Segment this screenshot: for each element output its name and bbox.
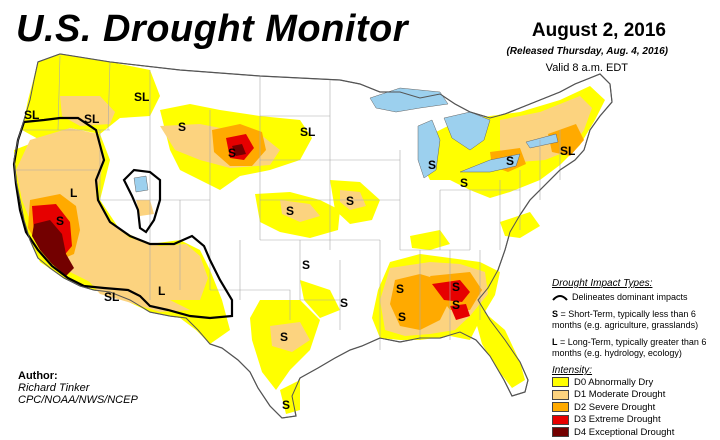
map-label: S <box>56 214 65 228</box>
intensity-label: D4 Exceptional Drought <box>574 426 675 438</box>
swatch-d0 <box>552 377 569 388</box>
long-term-entry: L = Long-Term, typically greater than 6 … <box>552 337 717 359</box>
intensity-label: D0 Abnormally Dry <box>574 376 654 388</box>
map-label: SL <box>24 108 40 122</box>
intensity-item: D2 Severe Drought <box>552 401 717 414</box>
map-label: S <box>452 298 461 312</box>
map-label: S <box>228 146 237 160</box>
swatch-d1 <box>552 389 569 400</box>
page-title: U.S. Drought Monitor <box>16 8 409 50</box>
d4-areas <box>32 144 246 276</box>
map-label: SL <box>300 125 316 139</box>
impact-boundary-entry: Delineates dominant impacts <box>552 292 717 303</box>
state-borders <box>16 55 561 350</box>
map-label: SL <box>560 144 576 158</box>
intensity-label: D2 Severe Drought <box>574 401 656 413</box>
map-label: S <box>428 158 437 172</box>
long-term-key: L <box>552 337 558 347</box>
map-label: S <box>346 194 355 208</box>
great-lakes <box>133 87 559 193</box>
intensity-item: D3 Extreme Drought <box>552 414 717 427</box>
intensity-label: D1 Moderate Drought <box>574 389 666 401</box>
map-label: SL <box>134 90 150 104</box>
author-label: Author: <box>18 370 58 382</box>
intensity-item: D4 Exceptional Drought <box>552 426 717 439</box>
long-term-text: = Long-Term, typically greater than 6 mo… <box>552 337 707 358</box>
map-label: S <box>506 154 515 168</box>
map-label: S <box>398 310 407 324</box>
author-block: Author: Richard Tinker CPC/NOAA/NWS/NCEP <box>18 370 138 406</box>
short-term-entry: S = Short-Term, typically less than 6 mo… <box>552 309 717 331</box>
intensity-list: D0 Abnormally Dry D1 Moderate Drought D2… <box>552 376 717 439</box>
map-label: S <box>460 176 469 190</box>
map-date: August 2, 2016 <box>531 20 666 41</box>
us-outline <box>13 53 613 419</box>
swatch-d2 <box>552 402 569 413</box>
impact-types-header: Drought Impact Types: <box>552 278 653 289</box>
intensity-header: Intensity: <box>552 365 593 376</box>
map-label: S <box>286 204 295 218</box>
impact-line-icon <box>552 294 568 301</box>
swatch-d3 <box>552 414 569 425</box>
author-org: CPC/NOAA/NWS/NCEP <box>18 394 138 406</box>
legend: Drought Impact Types: Delineates dominan… <box>552 278 717 439</box>
swatch-d4 <box>552 427 569 438</box>
map-label: L <box>158 284 166 298</box>
intensity-label: D3 Extreme Drought <box>574 414 661 426</box>
impact-boundary-text: Delineates dominant impacts <box>572 292 688 302</box>
short-term-key: S <box>552 309 559 319</box>
map-label: S <box>282 398 291 412</box>
map-label: S <box>302 258 311 272</box>
map-label: S <box>452 280 461 294</box>
map-label: S <box>178 120 187 134</box>
map-label: L <box>70 186 78 200</box>
map-label: S <box>340 296 349 310</box>
impact-boundaries <box>12 116 234 320</box>
map-label: S <box>396 282 405 296</box>
intensity-item: D1 Moderate Drought <box>552 389 717 402</box>
map-label: S <box>280 330 289 344</box>
author-name: Richard Tinker <box>18 382 90 394</box>
map-label: SL <box>104 290 120 304</box>
intensity-item: D0 Abnormally Dry <box>552 376 717 389</box>
short-term-text: = Short-Term, typically less than 6 mont… <box>552 309 699 330</box>
map-label: SL <box>84 112 100 126</box>
release-date: (Released Thursday, Aug. 4, 2016) <box>506 46 668 57</box>
valid-time: Valid 8 a.m. EDT <box>545 62 628 74</box>
